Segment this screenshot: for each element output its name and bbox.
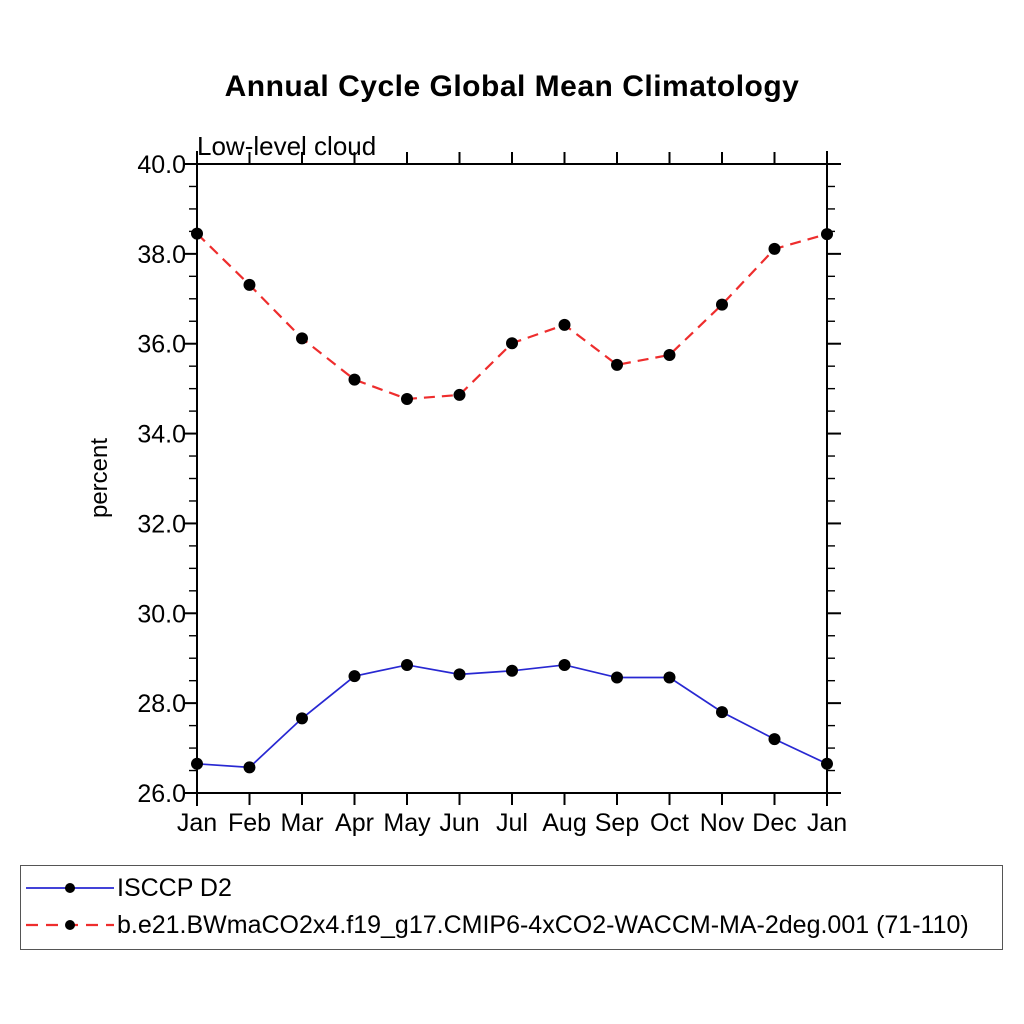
series-marker bbox=[768, 733, 781, 746]
y-tick-label: 34.0 bbox=[137, 421, 186, 449]
y-tick-label: 30.0 bbox=[137, 600, 186, 628]
series-marker bbox=[716, 706, 728, 719]
series-marker bbox=[401, 658, 413, 671]
series-marker bbox=[663, 671, 676, 684]
y-tick-label: 40.0 bbox=[137, 151, 186, 179]
y-tick-label: 26.0 bbox=[137, 780, 186, 808]
series-marker bbox=[243, 278, 256, 291]
y-tick-label: 38.0 bbox=[137, 241, 186, 269]
x-tick-label: Sep bbox=[595, 809, 639, 837]
series-marker bbox=[716, 298, 728, 311]
series-marker bbox=[611, 671, 623, 684]
series-line-0 bbox=[196, 664, 828, 769]
series-marker bbox=[768, 242, 781, 255]
series-marker bbox=[348, 373, 361, 386]
x-tick-label: Dec bbox=[752, 809, 796, 837]
legend-label-isccp: ISCCP D2 bbox=[117, 874, 232, 902]
x-tick-label: Aug bbox=[542, 809, 586, 837]
series-line-1 bbox=[196, 232, 828, 401]
series-marker bbox=[611, 358, 623, 371]
series-marker bbox=[558, 658, 571, 671]
series-marker bbox=[821, 757, 833, 770]
series-marker bbox=[506, 337, 518, 350]
legend-label-model: b.e21.BWmaCO2x4.f19_g17.CMIP6-4xCO2-WACC… bbox=[117, 911, 969, 939]
y-tick-label: 28.0 bbox=[137, 690, 186, 718]
x-tick-label: Apr bbox=[335, 809, 374, 837]
series-marker bbox=[243, 761, 256, 774]
series-marker bbox=[191, 227, 203, 240]
x-tick-label: May bbox=[383, 809, 431, 837]
series-marker bbox=[663, 348, 676, 361]
x-tick-label: Jul bbox=[496, 809, 528, 837]
y-tick-label: 32.0 bbox=[137, 510, 186, 538]
series-marker bbox=[558, 318, 571, 331]
series-marker bbox=[401, 392, 413, 405]
x-tick-label: Jan bbox=[807, 809, 847, 837]
x-tick-label: Mar bbox=[280, 809, 323, 837]
x-tick-label: Nov bbox=[700, 809, 745, 837]
chart-title: Annual Cycle Global Mean Climatology bbox=[224, 70, 800, 103]
series-marker bbox=[453, 668, 466, 681]
legend-marker bbox=[65, 920, 75, 930]
legend-box bbox=[20, 865, 1003, 950]
y-axis-title: percent bbox=[86, 437, 113, 519]
series-marker bbox=[506, 664, 518, 677]
x-tick-label: Oct bbox=[650, 809, 689, 837]
y-tick-label: 36.0 bbox=[137, 331, 186, 359]
series-marker bbox=[821, 228, 833, 241]
series-marker bbox=[191, 757, 203, 770]
series-marker bbox=[296, 712, 308, 725]
x-tick-label: Jun bbox=[439, 809, 479, 837]
series-marker bbox=[296, 332, 308, 345]
x-tick-label: Jan bbox=[177, 809, 217, 837]
series-marker bbox=[348, 670, 361, 683]
x-tick-label: Feb bbox=[228, 809, 271, 837]
series-marker bbox=[453, 388, 466, 401]
legend-marker bbox=[65, 883, 75, 893]
chart-subtitle: Low-level cloud bbox=[197, 131, 377, 161]
